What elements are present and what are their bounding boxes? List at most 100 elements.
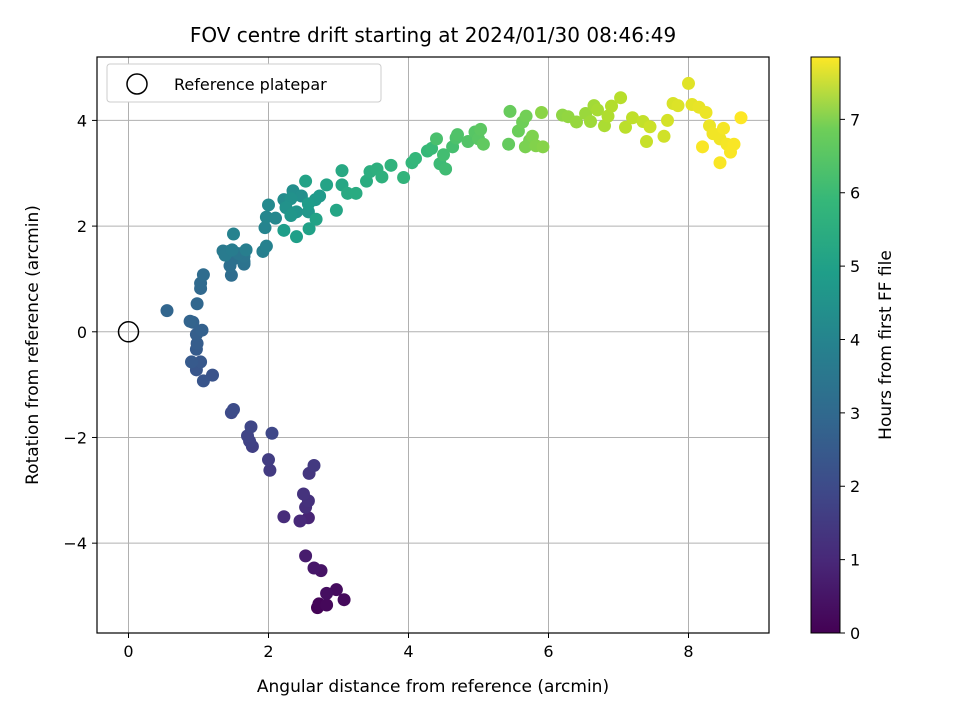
y-axis-ticks: −4 −2 0 2 4 [63, 111, 97, 553]
colorbar-label: Hours from first FF file [876, 250, 896, 440]
colorbar-tick-label: 2 [850, 477, 860, 496]
legend-entry-label: Reference platepar [174, 75, 327, 94]
data-point [437, 148, 450, 162]
data-point [320, 178, 334, 192]
x-tick-label: 4 [403, 642, 413, 661]
data-point [682, 76, 695, 90]
reference-marker [117, 321, 140, 343]
colorbar-tick-label: 0 [850, 624, 860, 643]
data-point [461, 135, 475, 149]
data-point [239, 243, 253, 257]
data-point [244, 420, 258, 434]
data-point [290, 230, 303, 244]
y-tick-label: −2 [63, 428, 87, 447]
data-point [284, 209, 298, 223]
data-point [224, 268, 238, 282]
data-point [301, 197, 315, 211]
x-axis-ticks: 0 2 4 6 8 [123, 633, 694, 661]
grid [97, 57, 769, 633]
colorbar-tick-label: 6 [850, 184, 860, 203]
legend-box [106, 63, 382, 103]
data-point [160, 304, 174, 318]
data-point [451, 128, 464, 142]
data-point [258, 221, 272, 235]
colorbar-tick-label: 3 [850, 404, 860, 423]
y-axis-label: Rotation from reference (arcmin) [23, 205, 43, 485]
data-point [503, 104, 517, 118]
data-point [375, 170, 389, 184]
data-point [263, 463, 277, 477]
colorbar-tick-label: 4 [850, 330, 860, 349]
data-point [349, 186, 363, 200]
data-point [194, 355, 208, 369]
plot-frame [96, 56, 770, 634]
colorbar-gradient [810, 56, 841, 634]
data-point [190, 297, 204, 311]
data-point [717, 121, 730, 135]
data-point [262, 453, 275, 467]
data-point [196, 268, 210, 282]
data-point [225, 243, 239, 257]
chart-title: FOV centre drift starting at 2024/01/30 … [190, 23, 676, 47]
data-point [262, 198, 275, 212]
data-point [591, 103, 604, 117]
data-point [601, 109, 615, 123]
data-point [605, 99, 618, 113]
data-points [160, 76, 748, 615]
data-point [643, 120, 657, 134]
data-point [265, 426, 279, 440]
x-tick-label: 6 [543, 642, 553, 661]
data-point [476, 137, 490, 151]
data-point [502, 137, 516, 151]
data-point [713, 156, 727, 170]
data-point [337, 593, 351, 607]
data-point [584, 114, 597, 128]
data-point [439, 162, 453, 176]
data-point [307, 458, 321, 472]
data-point [430, 132, 443, 146]
data-point [185, 355, 198, 369]
y-tick-label: 0 [77, 323, 87, 342]
data-point [474, 122, 488, 136]
data-point [699, 105, 713, 119]
data-point [397, 170, 411, 184]
data-point [259, 239, 273, 253]
y-tick-label: 2 [77, 217, 87, 236]
data-point [320, 598, 334, 612]
y-tick-label: −4 [63, 534, 87, 553]
data-point [297, 487, 310, 501]
data-point [227, 227, 240, 241]
data-point [734, 111, 748, 125]
data-point [727, 137, 741, 151]
data-point [302, 222, 316, 236]
colorbar-ticks: 0 1 2 3 4 5 6 7 [840, 110, 860, 643]
data-point [696, 140, 709, 154]
colorbar-tick-label: 7 [850, 110, 860, 129]
x-axis-label: Angular distance from reference (arcmin) [257, 677, 609, 697]
data-point [196, 374, 210, 388]
data-point [299, 174, 313, 188]
colorbar-tick-label: 5 [850, 257, 860, 276]
data-point [640, 135, 653, 149]
data-point [277, 510, 291, 524]
data-point [519, 109, 533, 123]
data-point [320, 586, 334, 600]
data-point [570, 115, 583, 129]
data-point [227, 402, 240, 416]
data-point [277, 223, 291, 237]
y-tick-label: 4 [77, 111, 87, 130]
data-point [335, 164, 349, 178]
data-point [313, 189, 327, 203]
colorbar-tick-label: 1 [850, 551, 860, 570]
data-point [535, 105, 548, 119]
x-tick-label: 2 [263, 642, 273, 661]
data-point [536, 140, 550, 154]
data-point [614, 91, 628, 105]
data-point [293, 514, 307, 528]
legend: Reference platepar [106, 63, 382, 103]
data-point [518, 140, 532, 154]
colorbar: 0 1 2 3 4 5 6 7 Hours from first FF file [810, 56, 896, 643]
data-point [671, 99, 685, 113]
